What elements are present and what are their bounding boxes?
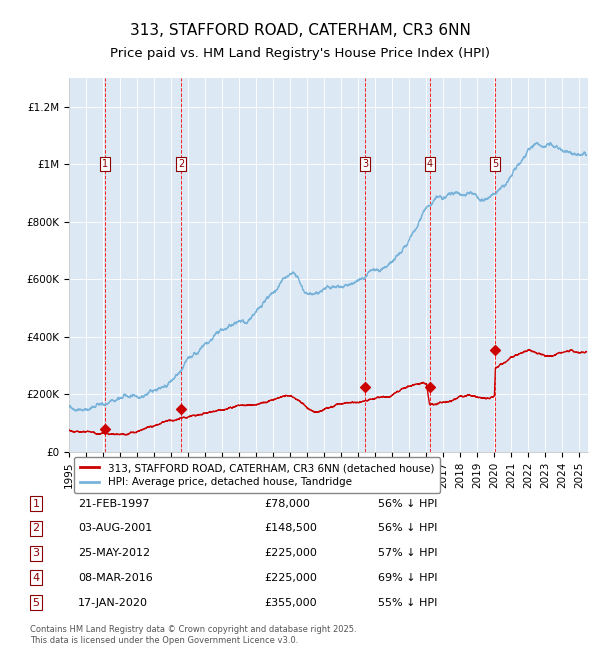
- Text: 25-MAY-2012: 25-MAY-2012: [78, 548, 150, 558]
- Text: 2: 2: [178, 159, 184, 169]
- Text: 1: 1: [32, 499, 40, 509]
- Text: 56% ↓ HPI: 56% ↓ HPI: [378, 523, 437, 534]
- Text: 5: 5: [32, 597, 40, 608]
- Text: 4: 4: [32, 573, 40, 583]
- Text: 4: 4: [427, 159, 433, 169]
- Text: 08-MAR-2016: 08-MAR-2016: [78, 573, 153, 583]
- Text: £78,000: £78,000: [264, 499, 310, 509]
- Text: 03-AUG-2001: 03-AUG-2001: [78, 523, 152, 534]
- Text: 55% ↓ HPI: 55% ↓ HPI: [378, 597, 437, 608]
- Point: [100, 424, 110, 434]
- Point: [425, 382, 434, 392]
- Text: Price paid vs. HM Land Registry's House Price Index (HPI): Price paid vs. HM Land Registry's House …: [110, 47, 490, 60]
- Text: £225,000: £225,000: [264, 573, 317, 583]
- Text: 3: 3: [32, 548, 40, 558]
- Text: 2: 2: [32, 523, 40, 534]
- Legend: 313, STAFFORD ROAD, CATERHAM, CR3 6NN (detached house), HPI: Average price, deta: 313, STAFFORD ROAD, CATERHAM, CR3 6NN (d…: [74, 457, 440, 493]
- Text: £148,500: £148,500: [264, 523, 317, 534]
- Text: £225,000: £225,000: [264, 548, 317, 558]
- Text: 313, STAFFORD ROAD, CATERHAM, CR3 6NN: 313, STAFFORD ROAD, CATERHAM, CR3 6NN: [130, 23, 470, 38]
- Text: 56% ↓ HPI: 56% ↓ HPI: [378, 499, 437, 509]
- Point: [176, 404, 186, 414]
- Text: 57% ↓ HPI: 57% ↓ HPI: [378, 548, 437, 558]
- Text: £355,000: £355,000: [264, 597, 317, 608]
- Point: [490, 344, 500, 355]
- Text: 1: 1: [102, 159, 109, 169]
- Text: 21-FEB-1997: 21-FEB-1997: [78, 499, 149, 509]
- Text: 5: 5: [492, 159, 499, 169]
- Text: 3: 3: [362, 159, 368, 169]
- Text: 17-JAN-2020: 17-JAN-2020: [78, 597, 148, 608]
- Text: 69% ↓ HPI: 69% ↓ HPI: [378, 573, 437, 583]
- Text: Contains HM Land Registry data © Crown copyright and database right 2025.
This d: Contains HM Land Registry data © Crown c…: [30, 625, 356, 645]
- Point: [360, 382, 370, 392]
